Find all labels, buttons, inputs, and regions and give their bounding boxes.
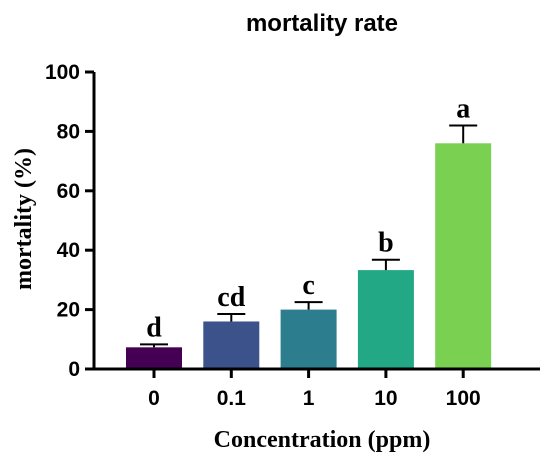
bar-10 <box>357 270 414 369</box>
y-tick-label: 0 <box>68 358 80 381</box>
significance-label: cd <box>217 282 245 313</box>
y-tick-label: 60 <box>57 180 80 203</box>
axis-ticks: 0 20 40 60 80 100 0 0.1 1 10 100 <box>45 61 481 410</box>
significance-labels: d cd c b a <box>146 93 470 343</box>
significance-label: c <box>302 270 314 301</box>
x-tick-label: 10 <box>374 387 397 410</box>
y-axis-label: mortality (%) <box>11 148 37 290</box>
axis-lines <box>92 72 540 371</box>
significance-label: b <box>378 228 394 259</box>
y-tick-label: 20 <box>57 299 80 322</box>
bars <box>126 143 492 369</box>
x-axis-label: Concentration (ppm) <box>214 427 431 453</box>
x-tick-label: 1 <box>303 387 315 410</box>
chart-title: mortality rate <box>246 10 398 37</box>
significance-label: a <box>456 93 470 124</box>
y-tick-label: 80 <box>57 120 80 143</box>
x-tick-label: 0.1 <box>217 387 247 410</box>
x-tick-label: 100 <box>446 387 481 410</box>
y-tick-label: 100 <box>45 61 80 84</box>
significance-label: d <box>146 312 162 343</box>
error-bars <box>140 124 478 348</box>
bar-0 <box>126 347 182 369</box>
x-tick-label: 0 <box>148 387 160 410</box>
y-tick-label: 40 <box>57 239 80 262</box>
bar-100 <box>435 143 492 369</box>
bar-0-1 <box>203 321 260 369</box>
bar-1 <box>280 309 337 369</box>
